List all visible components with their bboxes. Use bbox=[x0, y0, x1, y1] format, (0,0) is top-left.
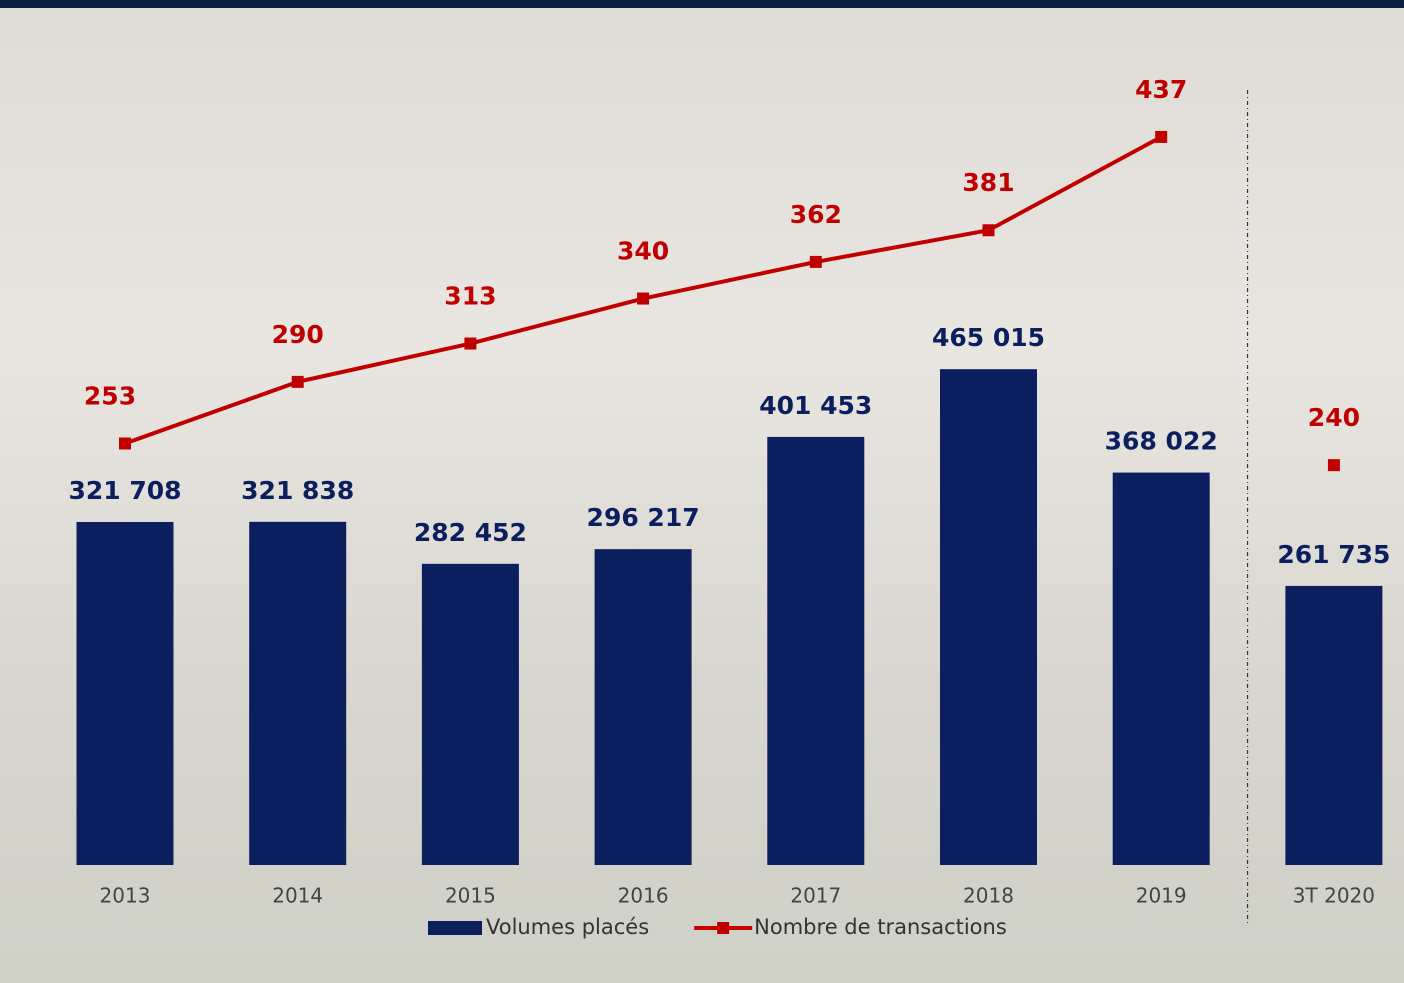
line-marker bbox=[1328, 459, 1340, 471]
bar-value-label: 282 452 bbox=[414, 518, 527, 547]
bar-value-label: 296 217 bbox=[587, 503, 700, 532]
line-value-label: 313 bbox=[444, 282, 496, 311]
top-band bbox=[0, 0, 1404, 8]
bar bbox=[940, 369, 1037, 865]
bar bbox=[1113, 473, 1210, 865]
bar bbox=[77, 522, 174, 865]
bar bbox=[1285, 586, 1382, 865]
legend-swatch bbox=[717, 922, 729, 934]
bar bbox=[249, 522, 346, 865]
line-value-label: 290 bbox=[272, 320, 324, 349]
legend-label: Nombre de transactions bbox=[754, 915, 1007, 939]
x-tick-label: 2013 bbox=[100, 884, 151, 908]
bar-value-label: 465 015 bbox=[932, 323, 1045, 352]
bar-value-label: 261 735 bbox=[1277, 540, 1390, 569]
legend-label: Volumes placés bbox=[486, 915, 649, 939]
line-marker bbox=[1155, 131, 1167, 143]
line-marker bbox=[637, 293, 649, 305]
line-marker bbox=[119, 437, 131, 449]
legend-swatch bbox=[428, 921, 482, 935]
x-tick-label: 2018 bbox=[963, 884, 1014, 908]
bar-value-label: 321 838 bbox=[241, 476, 354, 505]
chart: 2013 2014 2015 2016 2017 2018 2019 3T 2020 321 7… bbox=[0, 0, 1404, 983]
bar bbox=[767, 437, 864, 865]
line-marker bbox=[983, 224, 995, 236]
x-tick-label: 2019 bbox=[1136, 884, 1187, 908]
bar bbox=[422, 564, 519, 865]
x-tick-label: 2014 bbox=[272, 884, 323, 908]
bar-value-label: 401 453 bbox=[759, 391, 872, 420]
x-tick-label: 2015 bbox=[445, 884, 496, 908]
line-value-label: 381 bbox=[962, 168, 1014, 197]
line-value-label: 437 bbox=[1135, 75, 1187, 104]
line-value-label: 240 bbox=[1308, 403, 1360, 432]
x-tick-label: 3T 2020 bbox=[1293, 884, 1375, 908]
bar-value-label: 368 022 bbox=[1105, 427, 1218, 456]
page: 2013 2014 2015 2016 2017 2018 2019 3T 2020 321 7… bbox=[0, 0, 1404, 983]
line-value-label: 253 bbox=[84, 381, 136, 410]
line-marker bbox=[292, 376, 304, 388]
x-tick-label: 2017 bbox=[790, 884, 841, 908]
bar-value-label: 321 708 bbox=[68, 476, 181, 505]
bar bbox=[595, 549, 692, 865]
line-value-label: 362 bbox=[790, 200, 842, 229]
line-marker bbox=[464, 338, 476, 350]
line-value-label: 340 bbox=[617, 237, 669, 266]
line-marker bbox=[810, 256, 822, 268]
x-tick-label: 2016 bbox=[618, 884, 669, 908]
